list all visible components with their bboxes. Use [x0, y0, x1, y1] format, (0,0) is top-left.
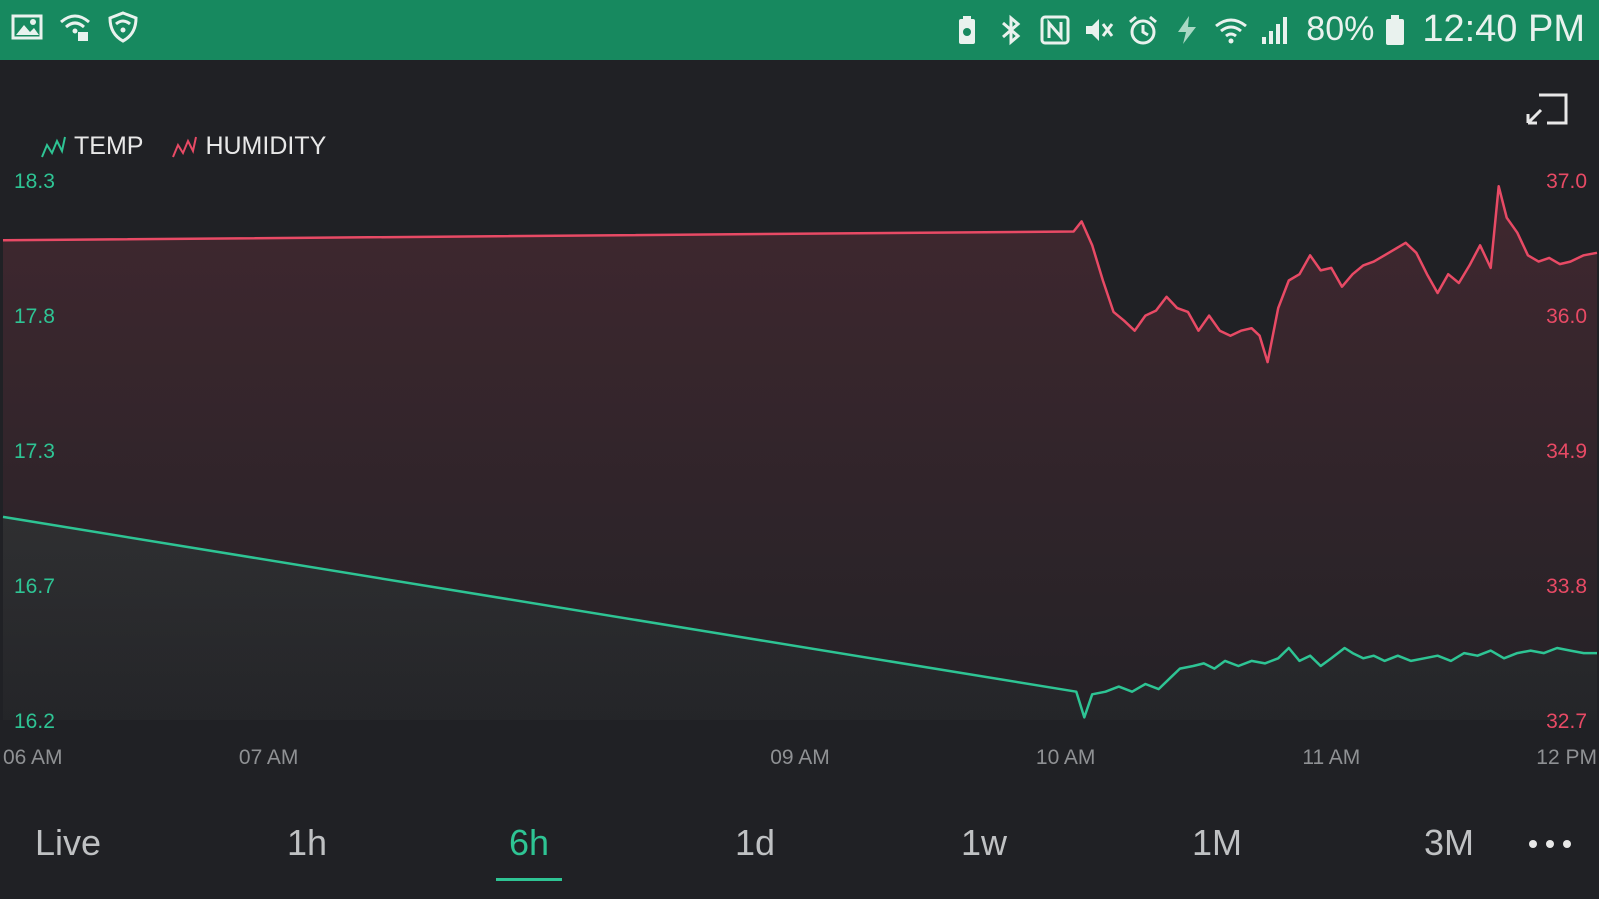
y-left-tick-label: 16.2	[14, 710, 55, 733]
x-tick-label: 07 AM	[239, 746, 299, 769]
legend-item-temp: TEMP	[40, 132, 143, 161]
x-tick-label: 11 AM	[1302, 746, 1360, 769]
nfc-icon	[1038, 13, 1072, 47]
tab-1w[interactable]: 1w	[960, 822, 1008, 863]
x-tick-label: 12 PM	[1536, 746, 1597, 769]
tab-1h[interactable]: 1h	[286, 822, 328, 863]
active-tab-underline	[496, 878, 562, 881]
battery-saver-icon	[950, 13, 984, 47]
dot	[1563, 840, 1571, 848]
chart-area: 18.3 17.8 17.3 16.7 16.2 37.0 36.0 34.9 33.8 32.7…	[0, 60, 1599, 800]
dot	[1546, 840, 1554, 848]
series-line-humidity	[2, 185, 1598, 364]
alarm-icon	[1126, 13, 1160, 47]
x-tick-label: 10 AM	[1036, 746, 1096, 769]
tab-1m[interactable]: 1M	[1191, 822, 1243, 863]
line-chart-icon	[172, 136, 198, 157]
bluetooth-icon	[994, 13, 1028, 47]
legend-label: TEMP	[74, 132, 144, 160]
clock: 12:40 PM	[1422, 8, 1585, 50]
battery-percentage: 80%	[1306, 10, 1375, 48]
y-right-tick-label: 36.0	[1546, 305, 1587, 328]
tab-3m[interactable]: 3M	[1423, 822, 1475, 863]
y-left-tick-label: 17.8	[14, 305, 55, 328]
image-icon	[10, 10, 44, 44]
dot	[1529, 840, 1537, 848]
series-line-temp	[2, 515, 1597, 719]
charging-icon	[1170, 13, 1204, 47]
series-area-temp	[3, 516, 1597, 720]
legend-label: HUMIDITY	[205, 132, 327, 160]
x-tick-label: 06 AM	[3, 746, 63, 769]
mute-icon	[1082, 13, 1116, 47]
line-chart-icon	[41, 136, 66, 157]
y-right-tick-label: 32.7	[1546, 710, 1587, 733]
signal-icon	[1258, 13, 1292, 47]
y-left-tick-label: 18.3	[14, 170, 55, 193]
y-right-tick-label: 37.0	[1546, 170, 1587, 193]
tab-6h[interactable]: 6h	[508, 822, 550, 863]
y-left-tick-label: 17.3	[14, 440, 55, 463]
chart-svg: 18.3 17.8 17.3 16.7 16.2 37.0 36.0 34.9 33.8 32.7…	[2, 170, 1598, 769]
y-right-tick-label: 33.8	[1546, 575, 1587, 598]
tab-1d[interactable]: 1d	[734, 822, 776, 863]
wifi-lock-icon	[58, 10, 92, 44]
y-left-tick-label: 16.7	[14, 575, 55, 598]
x-tick-label: 09 AM	[770, 746, 830, 769]
legend: TEMP HUMIDITY	[40, 132, 326, 161]
status-bar: 80% 12:40 PM	[0, 0, 1599, 60]
y-right-tick-label: 34.9	[1546, 440, 1587, 463]
more-options-button[interactable]	[1529, 830, 1579, 860]
battery-icon	[1384, 13, 1406, 47]
exit-fullscreen-icon[interactable]	[1525, 92, 1569, 126]
wifi-icon	[1214, 13, 1248, 47]
shield-icon	[106, 10, 140, 44]
tab-live[interactable]: Live	[34, 822, 102, 863]
range-tabs: Live 1h 6h 1d 1w 1M 3M	[0, 800, 1599, 899]
legend-item-humidity: HUMIDITY	[171, 132, 326, 161]
